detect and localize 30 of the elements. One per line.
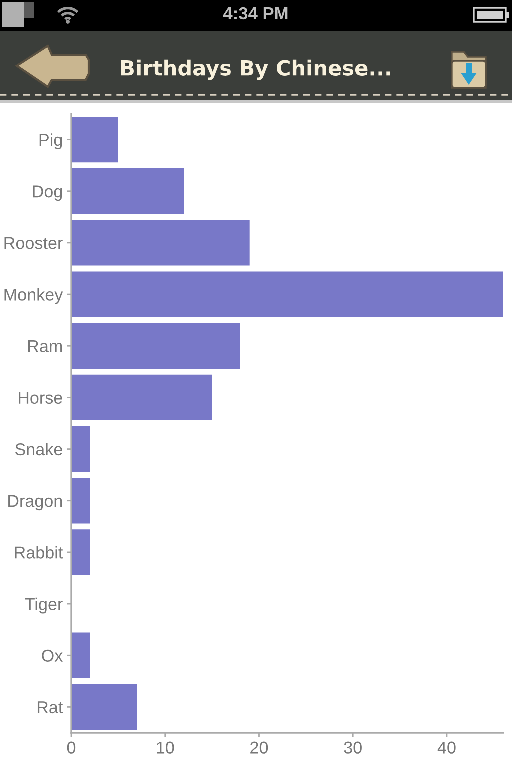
chart-title: Birthdays By Chinese... xyxy=(121,60,390,80)
y-tick-label: Rat xyxy=(38,702,64,714)
bar xyxy=(72,426,90,472)
y-tick-label: Horse xyxy=(19,392,62,404)
x-tick-label: 0 xyxy=(67,742,76,754)
x-tick-label: 40 xyxy=(438,742,456,754)
bar xyxy=(72,478,90,524)
y-tick-label: Rooster xyxy=(4,237,63,250)
y-tick-label: Dog xyxy=(33,186,62,202)
y-tick-label: Snake xyxy=(16,443,62,456)
bar xyxy=(72,272,504,318)
x-tick-label: 30 xyxy=(344,742,362,754)
x-tick-label: 10 xyxy=(157,742,174,754)
bar xyxy=(72,220,250,266)
y-tick-label: Ram xyxy=(28,340,62,352)
text: 4:34 PM xyxy=(223,7,288,20)
bar xyxy=(72,323,240,369)
bar xyxy=(72,374,212,421)
bar xyxy=(72,116,118,163)
y-tick-label: Monkey xyxy=(4,288,64,304)
y-tick-label: Dragon xyxy=(8,495,62,511)
y-tick-label: Ox xyxy=(42,650,63,662)
bar xyxy=(72,530,90,576)
y-tick-label: Tiger xyxy=(25,598,63,614)
bar xyxy=(72,632,90,678)
bar xyxy=(72,168,184,214)
bar xyxy=(72,684,138,730)
y-tick-label: Pig xyxy=(40,134,62,150)
x-tick-label: 20 xyxy=(250,742,268,754)
y-tick-label: Rabbit xyxy=(15,546,64,559)
